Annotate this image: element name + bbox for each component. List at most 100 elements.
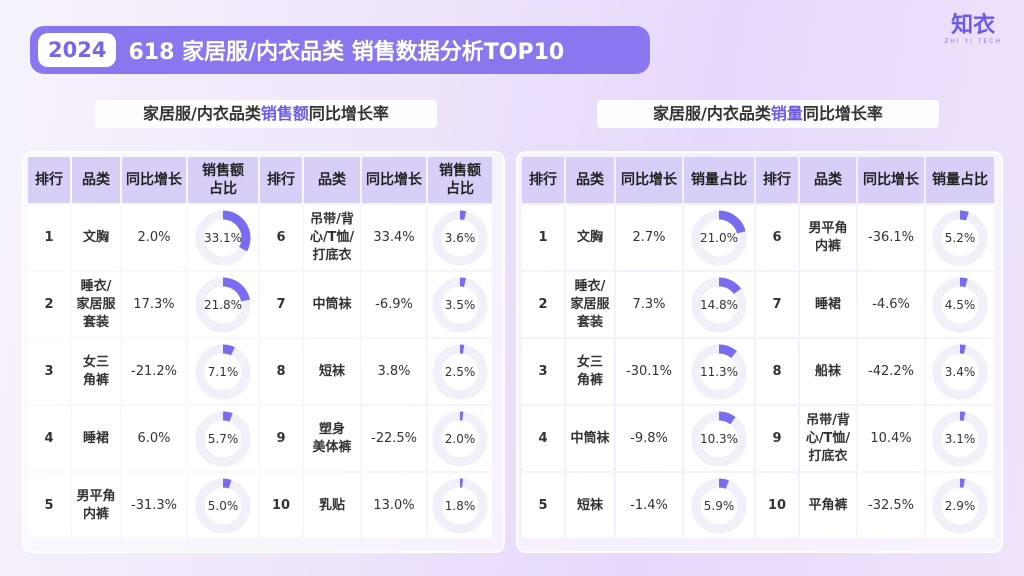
growth-cell: 7.3%	[616, 272, 682, 337]
share-donut: 5.7%	[193, 409, 253, 469]
share-label: 3.4%	[944, 364, 976, 379]
sales-volume-panel: 排行 品类 同比增长 销量占比 排行 品类 同比增长 销量占比 1 文胸 2.7% 21.0% 6 男平角…	[516, 151, 1003, 553]
growth-cell: -21.2%	[122, 339, 186, 404]
rank-cell: 4	[28, 406, 70, 471]
share-label: 2.0%	[444, 431, 476, 446]
share-donut: 10.3%	[689, 409, 749, 469]
column-header: 品类	[566, 157, 614, 203]
category-cell: 睡衣/ 家居服 套装	[72, 272, 120, 337]
share-donut-chart	[932, 478, 988, 533]
donut-share-arc	[932, 277, 988, 332]
share-label: 3.5%	[444, 297, 476, 312]
volume-title-suffix: 同比增长率	[802, 104, 883, 123]
share-donut: 14.8%	[689, 275, 749, 335]
column-header: 排行	[522, 157, 564, 203]
growth-cell: -4.6%	[858, 272, 924, 337]
share-cell: 21.0%	[684, 205, 754, 270]
growth-cell: -31.3%	[122, 473, 186, 538]
donut-share-arc	[691, 411, 747, 466]
rank-cell: 6	[260, 205, 302, 270]
share-cell: 2.9%	[926, 473, 994, 538]
share-label: 3.1%	[944, 431, 976, 446]
column-header: 同比增长	[362, 157, 426, 203]
donut-share-arc	[195, 411, 251, 466]
category-cell: 吊带/背 心/T恤/ 打底衣	[304, 205, 360, 270]
column-header: 同比增长	[616, 157, 682, 203]
sales-volume-table-title: 家居服/内衣品类销量同比增长率	[597, 100, 939, 128]
share-donut-chart	[932, 344, 988, 399]
share-donut: 21.0%	[689, 208, 749, 268]
donut-share-arc	[432, 478, 488, 533]
share-label: 21.0%	[699, 230, 739, 245]
column-header: 同比增长	[122, 157, 186, 203]
sales-amount-table: 排行 品类 同比增长 销售额 占比 排行 品类 同比增长 销售额 占比 1 文胸 2.0% 33.1%…	[26, 155, 494, 540]
growth-cell: -22.5%	[362, 406, 426, 471]
donut-share-arc	[432, 210, 488, 265]
volume-title-prefix: 家居服/内衣品类	[653, 104, 771, 123]
table-row: 4 睡裙 6.0% 5.7% 9 塑身 美体裤 -22.5% 2.0%	[28, 406, 492, 471]
logo-subtext: ZHI YI TECH	[944, 38, 1002, 45]
column-header: 排行	[28, 157, 70, 203]
rank-cell: 8	[260, 339, 302, 404]
share-cell: 21.8%	[188, 272, 258, 337]
share-donut-chart	[691, 210, 747, 265]
share-donut-chart	[195, 478, 251, 533]
share-donut: 3.1%	[930, 409, 990, 469]
brand-logo: 知衣 ZHI YI TECH	[944, 13, 1002, 46]
share-donut-chart	[195, 344, 251, 399]
column-header: 销量占比	[926, 157, 994, 203]
category-cell: 文胸	[72, 205, 120, 270]
category-cell: 男平角 内裤	[800, 205, 856, 270]
sales-title-highlight: 销售额	[260, 104, 309, 123]
year-badge: 2024	[38, 33, 117, 67]
share-cell: 1.8%	[428, 473, 492, 538]
table-row: 5 男平角 内裤 -31.3% 5.0% 10 乳贴 13.0% 1.8%	[28, 473, 492, 538]
rank-cell: 5	[28, 473, 70, 538]
logo-text: 知衣	[951, 13, 996, 38]
rank-cell: 3	[28, 339, 70, 404]
donut-share-arc	[932, 411, 988, 466]
rank-cell: 7	[260, 272, 302, 337]
table-row: 2 睡衣/ 家居服 套装 17.3% 21.8% 7 中筒袜 -6.9% 3.5%	[28, 272, 492, 337]
share-label: 2.9%	[944, 498, 976, 513]
share-donut-chart	[932, 277, 988, 332]
rank-cell: 10	[260, 473, 302, 538]
share-cell: 2.5%	[428, 339, 492, 404]
share-cell: 11.3%	[684, 339, 754, 404]
title-banner: 2024 618 家居服/内衣品类 销售数据分析TOP10	[30, 26, 650, 74]
category-cell: 乳贴	[304, 473, 360, 538]
share-donut-chart	[691, 277, 747, 332]
category-cell: 短袜	[304, 339, 360, 404]
table-row: 5 短袜 -1.4% 5.9% 10 平角裤 -32.5% 2.9%	[522, 473, 994, 538]
share-cell: 3.4%	[926, 339, 994, 404]
donut-share-arc	[195, 277, 251, 332]
share-cell: 5.2%	[926, 205, 994, 270]
table-row: 3 女三 角裤 -30.1% 11.3% 8 船袜 -42.2% 3.4%	[522, 339, 994, 404]
sales-amount-table-title: 家居服/内衣品类销售额同比增长率	[95, 100, 437, 128]
growth-cell: 13.0%	[362, 473, 426, 538]
share-label: 5.2%	[944, 230, 976, 245]
share-label: 21.8%	[203, 297, 243, 312]
growth-cell: 2.7%	[616, 205, 682, 270]
growth-cell: 10.4%	[858, 406, 924, 471]
rank-cell: 9	[756, 406, 798, 471]
share-donut: 2.0%	[430, 409, 490, 469]
donut-share-arc	[432, 411, 488, 466]
share-donut-chart	[932, 411, 988, 466]
share-label: 4.5%	[944, 297, 976, 312]
category-cell: 睡裙	[800, 272, 856, 337]
column-header: 销售额 占比	[188, 157, 258, 203]
category-cell: 塑身 美体裤	[304, 406, 360, 471]
share-label: 1.8%	[444, 498, 476, 513]
page-title: 618 家居服/内衣品类 销售数据分析TOP10	[128, 40, 565, 65]
growth-cell: 3.8%	[362, 339, 426, 404]
share-cell: 10.3%	[684, 406, 754, 471]
rank-cell: 2	[522, 272, 564, 337]
donut-share-arc	[195, 478, 251, 533]
share-donut-chart	[432, 411, 488, 466]
rank-cell: 4	[522, 406, 564, 471]
category-cell: 平角裤	[800, 473, 856, 538]
column-header: 品类	[800, 157, 856, 203]
growth-cell: -42.2%	[858, 339, 924, 404]
share-cell: 5.9%	[684, 473, 754, 538]
